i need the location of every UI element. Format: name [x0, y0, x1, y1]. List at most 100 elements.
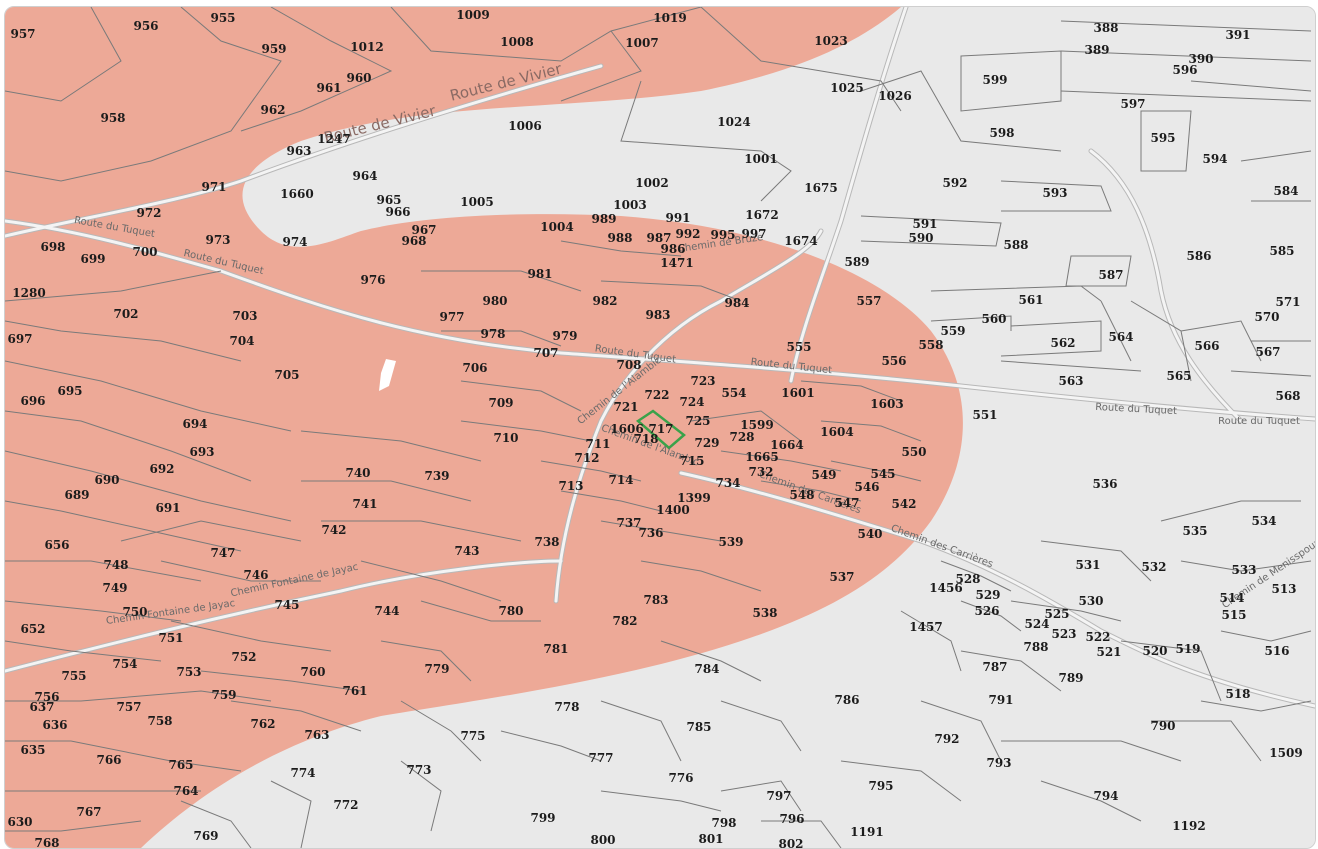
parcel-label-702[interactable]: 702	[113, 307, 138, 321]
parcel-label-991[interactable]: 991	[665, 211, 690, 225]
parcel-label-524[interactable]: 524	[1024, 617, 1049, 631]
parcel-label-539[interactable]: 539	[718, 535, 743, 549]
parcel-label-591[interactable]: 591	[912, 217, 937, 231]
parcel-label-995[interactable]: 995	[710, 228, 735, 242]
parcel-label-769[interactable]: 769	[193, 829, 218, 843]
parcel-label-738[interactable]: 738	[534, 535, 559, 549]
parcel-label-758[interactable]: 758	[147, 714, 172, 728]
parcel-label-703[interactable]: 703	[232, 309, 257, 323]
parcel-label-957[interactable]: 957	[10, 27, 35, 41]
parcel-label-520[interactable]: 520	[1142, 644, 1167, 658]
parcel-label-752[interactable]: 752	[231, 650, 256, 664]
parcel-label-775[interactable]: 775	[460, 729, 485, 743]
parcel-label-704[interactable]: 704	[229, 334, 254, 348]
parcel-label-528[interactable]: 528	[955, 572, 980, 586]
parcel-label-747[interactable]: 747	[210, 546, 235, 560]
parcel-label-564[interactable]: 564	[1108, 330, 1133, 344]
parcel-label-516[interactable]: 516	[1264, 644, 1289, 658]
parcel-label-538[interactable]: 538	[752, 606, 777, 620]
parcel-label-585[interactable]: 585	[1269, 244, 1294, 258]
parcel-label-1005[interactable]: 1005	[460, 195, 493, 209]
parcel-label-698[interactable]: 698	[40, 240, 65, 254]
parcel-label-753[interactable]: 753	[176, 665, 201, 679]
parcel-label-554[interactable]: 554	[721, 386, 746, 400]
parcel-label-691[interactable]: 691	[155, 501, 180, 515]
parcel-label-546[interactable]: 546	[854, 480, 879, 494]
parcel-label-776[interactable]: 776	[668, 771, 693, 785]
parcel-label-1002[interactable]: 1002	[635, 176, 668, 190]
parcel-label-745[interactable]: 745	[274, 598, 299, 612]
parcel-label-786[interactable]: 786	[834, 693, 859, 707]
parcel-label-739[interactable]: 739	[424, 469, 449, 483]
parcel-label-984[interactable]: 984	[724, 296, 749, 310]
parcel-label-722[interactable]: 722	[644, 388, 669, 402]
parcel-label-1280[interactable]: 1280	[12, 286, 45, 300]
parcel-label-740[interactable]: 740	[345, 466, 370, 480]
parcel-label-556[interactable]: 556	[881, 354, 906, 368]
parcel-label-557[interactable]: 557	[856, 294, 881, 308]
parcel-label-798[interactable]: 798	[711, 816, 736, 830]
parcel-label-388[interactable]: 388	[1093, 21, 1118, 35]
parcel-label-756[interactable]: 756	[34, 690, 59, 704]
parcel-label-962[interactable]: 962	[260, 103, 285, 117]
parcel-label-595[interactable]: 595	[1150, 131, 1175, 145]
parcel-label-714[interactable]: 714	[608, 473, 633, 487]
parcel-label-964[interactable]: 964	[352, 169, 377, 183]
parcel-label-734[interactable]: 734	[715, 476, 740, 490]
parcel-label-1192[interactable]: 1192	[1172, 819, 1205, 833]
parcel-label-992[interactable]: 992	[675, 227, 700, 241]
parcel-label-793[interactable]: 793	[986, 756, 1011, 770]
parcel-label-1606[interactable]: 1606	[610, 422, 643, 436]
parcel-label-973[interactable]: 973	[205, 233, 230, 247]
parcel-label-596[interactable]: 596	[1172, 63, 1197, 77]
parcel-label-1023[interactable]: 1023	[814, 34, 847, 48]
parcel-label-1026[interactable]: 1026	[878, 89, 911, 103]
parcel-label-694[interactable]: 694	[182, 417, 207, 431]
parcel-label-570[interactable]: 570	[1254, 310, 1279, 324]
parcel-label-1456[interactable]: 1456	[929, 581, 962, 595]
parcel-label-987[interactable]: 987	[646, 231, 671, 245]
parcel-label-723[interactable]: 723	[690, 374, 715, 388]
parcel-label-794[interactable]: 794	[1093, 789, 1118, 803]
parcel-label-988[interactable]: 988	[607, 231, 632, 245]
parcel-label-977[interactable]: 977	[439, 310, 464, 324]
parcel-label-759[interactable]: 759	[211, 688, 236, 702]
parcel-label-959[interactable]: 959	[261, 42, 286, 56]
parcel-label-801[interactable]: 801	[698, 832, 723, 846]
parcel-label-774[interactable]: 774	[290, 766, 315, 780]
parcel-label-1400[interactable]: 1400	[656, 503, 689, 517]
parcel-label-764[interactable]: 764	[173, 784, 198, 798]
parcel-label-1004[interactable]: 1004	[540, 220, 573, 234]
parcel-label-1247[interactable]: 1247	[317, 132, 350, 146]
parcel-label-693[interactable]: 693	[189, 445, 214, 459]
parcel-label-1006[interactable]: 1006	[508, 119, 541, 133]
parcel-label-536[interactable]: 536	[1092, 477, 1117, 491]
parcel-label-1660[interactable]: 1660	[280, 187, 313, 201]
parcel-label-717[interactable]: 717	[648, 422, 673, 436]
parcel-label-531[interactable]: 531	[1075, 558, 1100, 572]
parcel-label-765[interactable]: 765	[168, 758, 193, 772]
parcel-label-592[interactable]: 592	[942, 176, 967, 190]
parcel-label-636[interactable]: 636	[42, 718, 67, 732]
parcel-label-724[interactable]: 724	[679, 395, 704, 409]
parcel-label-750[interactable]: 750	[122, 605, 147, 619]
parcel-label-547[interactable]: 547	[834, 496, 859, 510]
parcel-label-782[interactable]: 782	[612, 614, 637, 628]
parcel-label-966[interactable]: 966	[385, 205, 410, 219]
parcel-label-751[interactable]: 751	[158, 631, 183, 645]
parcel-label-749[interactable]: 749	[102, 581, 127, 595]
parcel-label-780[interactable]: 780	[498, 604, 523, 618]
parcel-label-1672[interactable]: 1672	[745, 208, 778, 222]
parcel-label-545[interactable]: 545	[870, 467, 895, 481]
parcel-label-1457[interactable]: 1457	[909, 620, 942, 634]
parcel-label-989[interactable]: 989	[591, 212, 616, 226]
parcel-label-955[interactable]: 955	[210, 11, 235, 25]
parcel-label-584[interactable]: 584	[1273, 184, 1298, 198]
parcel-label-513[interactable]: 513	[1271, 582, 1296, 596]
parcel-label-1025[interactable]: 1025	[830, 81, 863, 95]
parcel-label-1675[interactable]: 1675	[804, 181, 837, 195]
parcel-label-1604[interactable]: 1604	[820, 425, 853, 439]
parcel-label-737[interactable]: 737	[616, 516, 641, 530]
parcel-label-796[interactable]: 796	[779, 812, 804, 826]
parcel-label-766[interactable]: 766	[96, 753, 121, 767]
